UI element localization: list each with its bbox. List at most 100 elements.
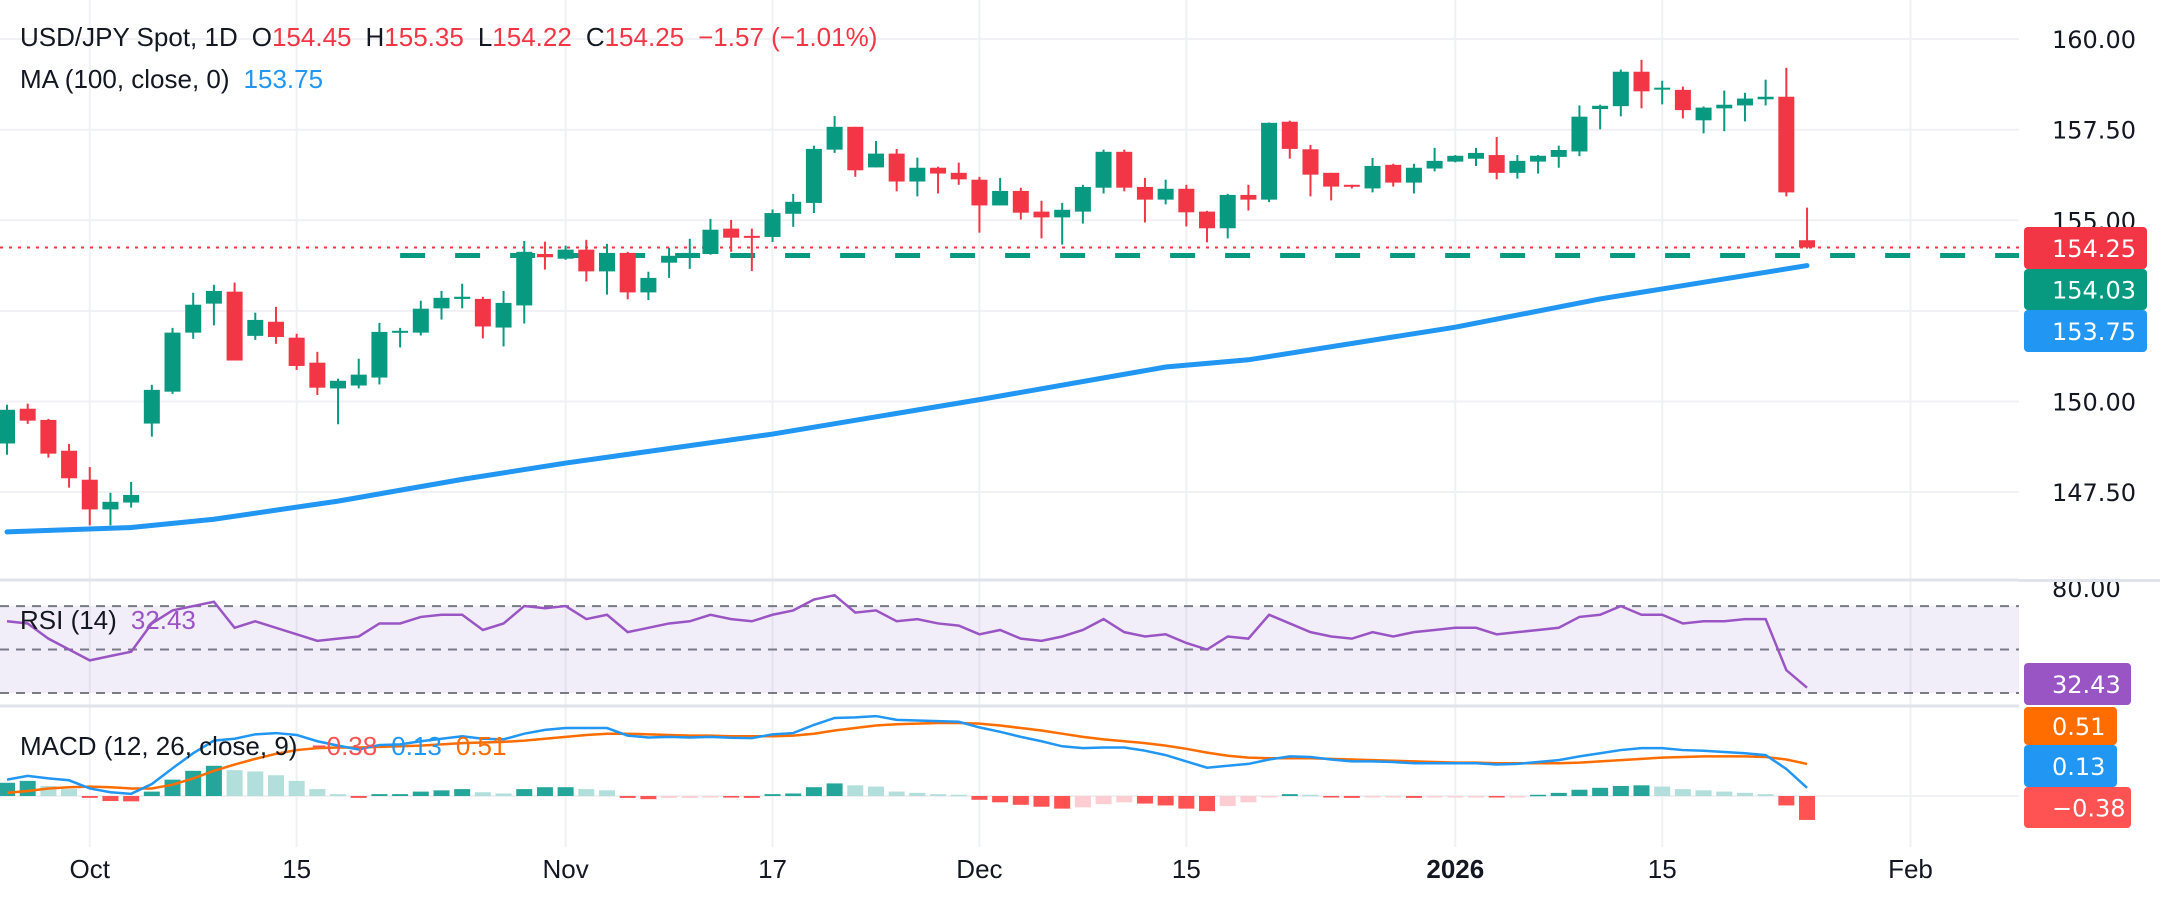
candle[interactable] xyxy=(474,296,491,339)
candle[interactable] xyxy=(971,176,988,233)
candle[interactable] xyxy=(557,245,574,260)
price-pane[interactable] xyxy=(0,59,2019,535)
candle[interactable] xyxy=(433,290,450,320)
candle[interactable] xyxy=(226,282,243,361)
candle[interactable] xyxy=(1261,122,1278,203)
candle[interactable] xyxy=(516,240,533,324)
candle[interactable] xyxy=(1364,157,1381,193)
candle[interactable] xyxy=(1136,177,1153,223)
candle[interactable] xyxy=(1530,155,1547,174)
candle[interactable] xyxy=(454,283,471,309)
candle[interactable] xyxy=(1799,207,1816,249)
candle[interactable] xyxy=(1571,105,1588,157)
candle[interactable] xyxy=(1012,187,1029,220)
candle[interactable] xyxy=(909,157,926,197)
macd-legend[interactable]: MACD (12, 26, close, 9) −0.38 0.13 0.51 xyxy=(20,731,506,762)
candle[interactable] xyxy=(1199,210,1216,243)
candle[interactable] xyxy=(1095,149,1112,194)
candle[interactable] xyxy=(164,327,181,394)
candle[interactable] xyxy=(1467,147,1484,166)
candle[interactable] xyxy=(247,312,264,340)
candle[interactable] xyxy=(1033,200,1050,239)
candle[interactable] xyxy=(1778,67,1795,197)
price-axis[interactable]: 160.00157.50155.00150.00147.5080.00154.2… xyxy=(2019,0,2160,847)
candle[interactable] xyxy=(1219,193,1236,239)
macd-histogram-bar xyxy=(847,785,864,797)
candle[interactable] xyxy=(392,327,409,348)
candle[interactable] xyxy=(1674,86,1691,119)
macd-pane[interactable] xyxy=(0,714,1816,820)
candle[interactable] xyxy=(371,322,388,385)
candle[interactable] xyxy=(1178,184,1195,227)
candle[interactable] xyxy=(1757,79,1774,106)
candle[interactable] xyxy=(1323,172,1340,201)
candle[interactable] xyxy=(1385,163,1402,187)
time-axis[interactable]: Oct 15 Nov 17 Dec 15 2026 15 Feb xyxy=(70,854,1933,884)
rsi-legend[interactable]: RSI (14) 32.43 xyxy=(20,605,196,636)
candle[interactable] xyxy=(1074,184,1091,224)
candle[interactable] xyxy=(1281,120,1298,159)
candle[interactable] xyxy=(1592,104,1609,130)
candle[interactable] xyxy=(1695,106,1712,134)
candle[interactable] xyxy=(681,238,698,269)
candle[interactable] xyxy=(19,403,36,424)
candle[interactable] xyxy=(40,418,57,458)
ma-legend[interactable]: MA (100, close, 0) 153.75 xyxy=(20,64,323,95)
candle[interactable] xyxy=(847,126,864,177)
candle[interactable] xyxy=(123,481,140,508)
candle[interactable] xyxy=(1405,163,1422,194)
candle[interactable] xyxy=(185,292,202,339)
candle[interactable] xyxy=(805,145,822,214)
candle[interactable] xyxy=(1157,179,1174,205)
candle[interactable] xyxy=(785,193,802,227)
candle[interactable] xyxy=(930,166,947,194)
candle[interactable] xyxy=(743,228,760,272)
candle[interactable] xyxy=(0,404,15,455)
candle[interactable] xyxy=(1343,184,1360,189)
candle[interactable] xyxy=(330,378,347,425)
candle[interactable] xyxy=(640,271,657,301)
candle[interactable] xyxy=(1509,155,1526,179)
candle[interactable] xyxy=(412,300,429,336)
candle[interactable] xyxy=(350,358,367,389)
candle[interactable] xyxy=(1240,184,1257,211)
candle[interactable] xyxy=(1426,147,1443,172)
candle[interactable] xyxy=(826,115,843,153)
candle[interactable] xyxy=(1550,145,1567,168)
candle[interactable] xyxy=(81,467,98,526)
candle[interactable] xyxy=(1302,144,1319,197)
rsi-pane[interactable] xyxy=(0,593,2019,694)
candle[interactable] xyxy=(723,219,740,252)
candle[interactable] xyxy=(867,140,884,168)
candle[interactable] xyxy=(536,241,553,270)
candle[interactable] xyxy=(992,177,1009,206)
candle[interactable] xyxy=(205,284,222,326)
candle[interactable] xyxy=(1054,202,1071,245)
candle[interactable] xyxy=(1116,149,1133,192)
candle[interactable] xyxy=(1612,69,1629,117)
candle[interactable] xyxy=(61,443,78,488)
candle[interactable] xyxy=(288,333,305,370)
candle[interactable] xyxy=(599,243,616,295)
candle[interactable] xyxy=(1633,59,1650,109)
candle[interactable] xyxy=(578,239,595,282)
candle[interactable] xyxy=(143,384,160,437)
candle[interactable] xyxy=(888,148,905,192)
candle[interactable] xyxy=(1654,80,1671,105)
candle[interactable] xyxy=(702,218,719,255)
candle[interactable] xyxy=(309,351,326,395)
candle[interactable] xyxy=(1447,155,1464,163)
symbol-legend[interactable]: USD/JPY Spot, 1D O154.45 H155.35 L154.22 C15… xyxy=(20,22,877,53)
candle[interactable] xyxy=(619,251,636,300)
candle[interactable] xyxy=(661,247,678,278)
candle[interactable] xyxy=(1716,90,1733,132)
candle[interactable] xyxy=(1736,92,1753,122)
candle[interactable] xyxy=(495,290,512,347)
candle[interactable] xyxy=(102,492,119,526)
candle[interactable] xyxy=(267,306,284,344)
support-level-tag xyxy=(2024,269,2147,310)
candle[interactable] xyxy=(764,209,781,243)
candle[interactable] xyxy=(950,162,967,185)
candle[interactable] xyxy=(1488,136,1505,180)
